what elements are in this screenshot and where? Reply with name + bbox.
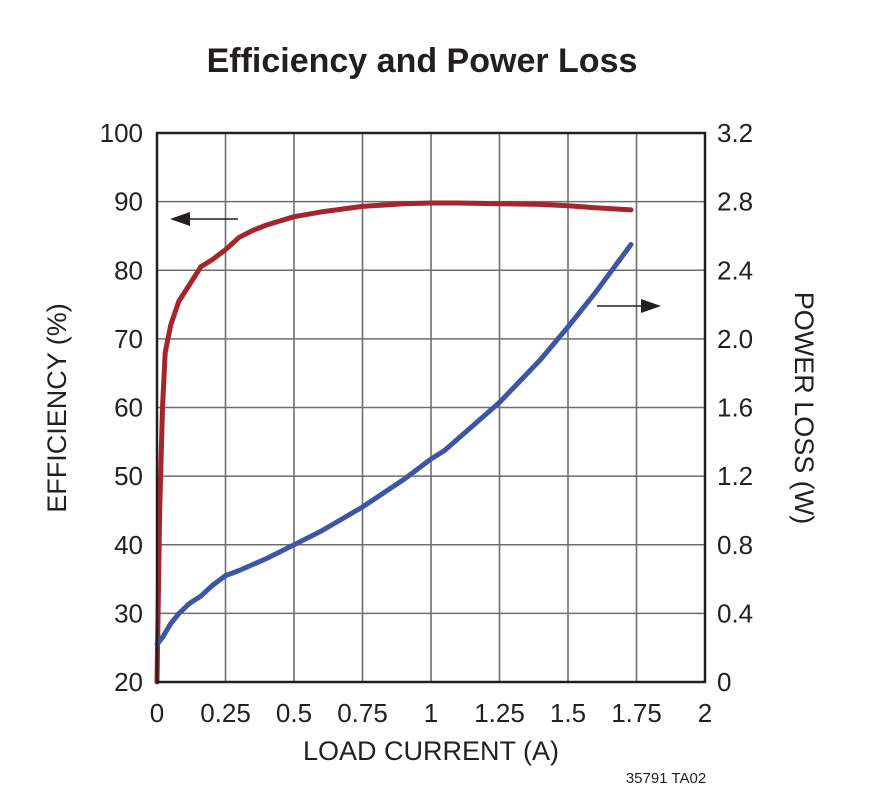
series-layer [154, 200, 634, 685]
right-y-tick-label: 0.4 [717, 598, 753, 628]
x-tick-label: 0.75 [337, 698, 388, 728]
power-loss-axis-arrow [597, 299, 661, 313]
right-y-tick-label: 0.8 [717, 530, 753, 560]
left-axis-label: EFFICIENCY (%) [42, 303, 72, 513]
left-y-tick-label: 90 [114, 187, 143, 217]
right-y-tick-label: 2.4 [717, 255, 753, 285]
left-y-tick-label: 80 [114, 255, 143, 285]
right-axis-tick-labels: 0 0.4 0.8 1.2 1.6 2.0 2.4 2.8 3.2 [717, 118, 753, 697]
x-tick-label: 0.5 [276, 698, 312, 728]
right-y-tick-label: 2.0 [717, 324, 753, 354]
x-tick-label: 1.5 [550, 698, 586, 728]
left-y-tick-label: 50 [114, 461, 143, 491]
x-tick-label: 1.75 [611, 698, 662, 728]
right-y-tick-label: 1.2 [717, 461, 753, 491]
x-axis-tick-labels: 0 0.25 0.5 0.75 1 1.25 1.5 1.75 2 [150, 698, 712, 728]
left-y-tick-label: 30 [114, 598, 143, 628]
x-tick-label: 0.25 [200, 698, 251, 728]
left-axis-tick-labels: 20 30 40 50 60 70 80 90 100 [100, 118, 143, 697]
right-y-tick-label: 1.6 [717, 393, 753, 423]
right-y-tick-label: 0 [717, 667, 731, 697]
left-y-tick-label: 100 [100, 118, 143, 148]
efficiency-axis-arrow [170, 212, 238, 226]
right-y-tick-label: 3.2 [717, 118, 753, 148]
x-tick-label: 0 [150, 698, 164, 728]
left-y-tick-label: 40 [114, 530, 143, 560]
figure-code: 35791 TA02 [626, 770, 706, 787]
x-axis-label: LOAD CURRENT (A) [303, 736, 559, 766]
left-y-tick-label: 20 [114, 667, 143, 697]
chart-title: Efficiency and Power Loss [207, 42, 638, 80]
x-tick-label: 1.25 [474, 698, 525, 728]
efficiency-series-line [154, 200, 634, 685]
plot-frame [155, 131, 707, 684]
right-y-tick-label: 2.8 [717, 187, 753, 217]
x-tick-label: 1 [424, 698, 438, 728]
x-tick-label: 2 [698, 698, 712, 728]
right-axis-label: POWER LOSS (W) [789, 292, 819, 525]
grid [157, 133, 705, 682]
left-y-tick-label: 70 [114, 324, 143, 354]
left-y-tick-label: 60 [114, 393, 143, 423]
power-loss-series-line [154, 242, 634, 647]
